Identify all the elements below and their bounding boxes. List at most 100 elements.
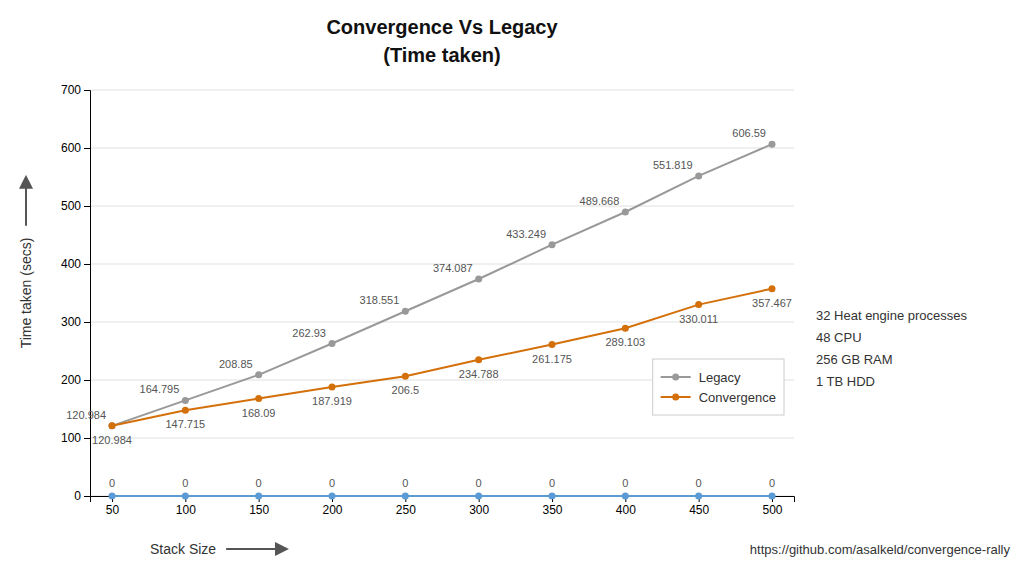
x-tick-label: 450 bbox=[689, 503, 709, 517]
data-label: 206.5 bbox=[392, 384, 420, 396]
x-axis-arrow bbox=[226, 548, 286, 550]
series-point bbox=[549, 341, 556, 348]
series bbox=[109, 493, 776, 500]
data-label: 489.668 bbox=[580, 195, 620, 207]
series-point bbox=[769, 141, 776, 148]
y-tick: 600 bbox=[61, 141, 90, 155]
series-point bbox=[255, 371, 262, 378]
data-label: 262.93 bbox=[292, 327, 326, 339]
series-point bbox=[402, 308, 409, 315]
legend-box bbox=[653, 359, 784, 415]
series-point bbox=[402, 493, 409, 500]
legend-swatch-marker bbox=[672, 394, 679, 401]
data-label: 433.249 bbox=[506, 228, 546, 240]
info-line: 256 GB RAM bbox=[816, 352, 893, 367]
x-tick-label: 50 bbox=[106, 503, 120, 517]
series-point bbox=[402, 373, 409, 380]
data-label: 0 bbox=[256, 477, 262, 489]
data-label: 0 bbox=[769, 477, 775, 489]
y-tick-label: 0 bbox=[74, 489, 81, 503]
data-label: 0 bbox=[476, 477, 482, 489]
series-line bbox=[112, 495, 772, 497]
data-label: 187.919 bbox=[312, 395, 352, 407]
series-point bbox=[622, 208, 629, 215]
series-point bbox=[549, 241, 556, 248]
subtitle: (Time taken) bbox=[383, 44, 500, 66]
series-point bbox=[769, 493, 776, 500]
grid-line bbox=[90, 496, 794, 497]
data-label: 551.819 bbox=[653, 159, 693, 171]
data-label: 120.984 bbox=[66, 409, 106, 421]
x-axis-line bbox=[91, 497, 795, 503]
x-tick-label: 300 bbox=[469, 503, 489, 517]
url-text: https://github.com/asalkeld/convergence-… bbox=[750, 542, 1011, 557]
series-point bbox=[182, 493, 189, 500]
data-label: 164.795 bbox=[140, 383, 180, 395]
y-tick-label: 100 bbox=[61, 431, 81, 445]
y-tick: 700 bbox=[61, 83, 90, 97]
y-tick-mark bbox=[84, 264, 90, 265]
grid-line bbox=[90, 90, 794, 91]
series-point bbox=[255, 493, 262, 500]
data-label: 120.984 bbox=[92, 434, 132, 446]
data-label: 0 bbox=[402, 477, 408, 489]
y-tick-mark bbox=[84, 90, 90, 91]
x-tick-label: 400 bbox=[616, 503, 636, 517]
data-label: 606.59 bbox=[732, 127, 766, 139]
y-tick: 500 bbox=[61, 199, 90, 213]
data-label: 374.087 bbox=[433, 262, 473, 274]
legend-entry: Legacy bbox=[699, 370, 741, 385]
data-label: 318.551 bbox=[360, 294, 400, 306]
y-tick-label: 400 bbox=[61, 257, 81, 271]
plot-area bbox=[109, 141, 776, 500]
series-point bbox=[622, 493, 629, 500]
y-tick: 200 bbox=[61, 373, 90, 387]
series-point bbox=[475, 356, 482, 363]
data-label: 147.715 bbox=[165, 418, 205, 430]
y-tick: 100 bbox=[61, 431, 90, 445]
x-tick-label: 350 bbox=[542, 503, 562, 517]
y-tick-label: 300 bbox=[61, 315, 81, 329]
data-label: 261.175 bbox=[532, 353, 572, 365]
data-label: 0 bbox=[109, 477, 115, 489]
series-point bbox=[329, 493, 336, 500]
title: Convergence Vs Legacy bbox=[326, 16, 558, 38]
data-labels: 120.984 120.984 0 164.795 147.715 0 208.85 168.… bbox=[66, 127, 792, 489]
data-label: 168.09 bbox=[242, 407, 276, 419]
x-tick-label: 150 bbox=[249, 503, 269, 517]
y-tick-mark bbox=[84, 322, 90, 323]
y-tick: 400 bbox=[61, 257, 90, 271]
series-point bbox=[182, 397, 189, 404]
x-tick-label: 100 bbox=[176, 503, 196, 517]
y-tick: 0 bbox=[74, 489, 90, 503]
series-point bbox=[109, 422, 116, 429]
y-tick: 300 bbox=[61, 315, 90, 329]
series-point bbox=[695, 301, 702, 308]
y-tick-label: 700 bbox=[61, 83, 81, 97]
y-axis-arrow bbox=[25, 178, 27, 226]
data-label: 357.467 bbox=[752, 297, 792, 309]
grid-line bbox=[90, 206, 794, 207]
series-point bbox=[255, 395, 262, 402]
x-tick-label: 250 bbox=[396, 503, 416, 517]
series-point bbox=[109, 493, 116, 500]
y-axis-line bbox=[84, 91, 91, 497]
y-tick-label: 500 bbox=[61, 199, 81, 213]
y-tick-mark bbox=[84, 206, 90, 207]
data-label: 0 bbox=[622, 477, 628, 489]
grid-line bbox=[90, 148, 794, 149]
grid-line bbox=[90, 438, 794, 439]
info-line: 1 TB HDD bbox=[816, 374, 875, 389]
data-label: 208.85 bbox=[219, 358, 253, 370]
series-point bbox=[109, 422, 116, 429]
series-point bbox=[695, 172, 702, 179]
y-tick-label: 200 bbox=[61, 373, 81, 387]
data-label: 330.011 bbox=[679, 313, 718, 325]
series-point bbox=[475, 493, 482, 500]
data-label: 0 bbox=[329, 477, 335, 489]
series-point bbox=[475, 276, 482, 283]
data-label: 234.788 bbox=[459, 368, 499, 380]
x-axis-title: Stack Size bbox=[150, 541, 216, 557]
series-point bbox=[622, 325, 629, 332]
data-label: 0 bbox=[696, 477, 702, 489]
